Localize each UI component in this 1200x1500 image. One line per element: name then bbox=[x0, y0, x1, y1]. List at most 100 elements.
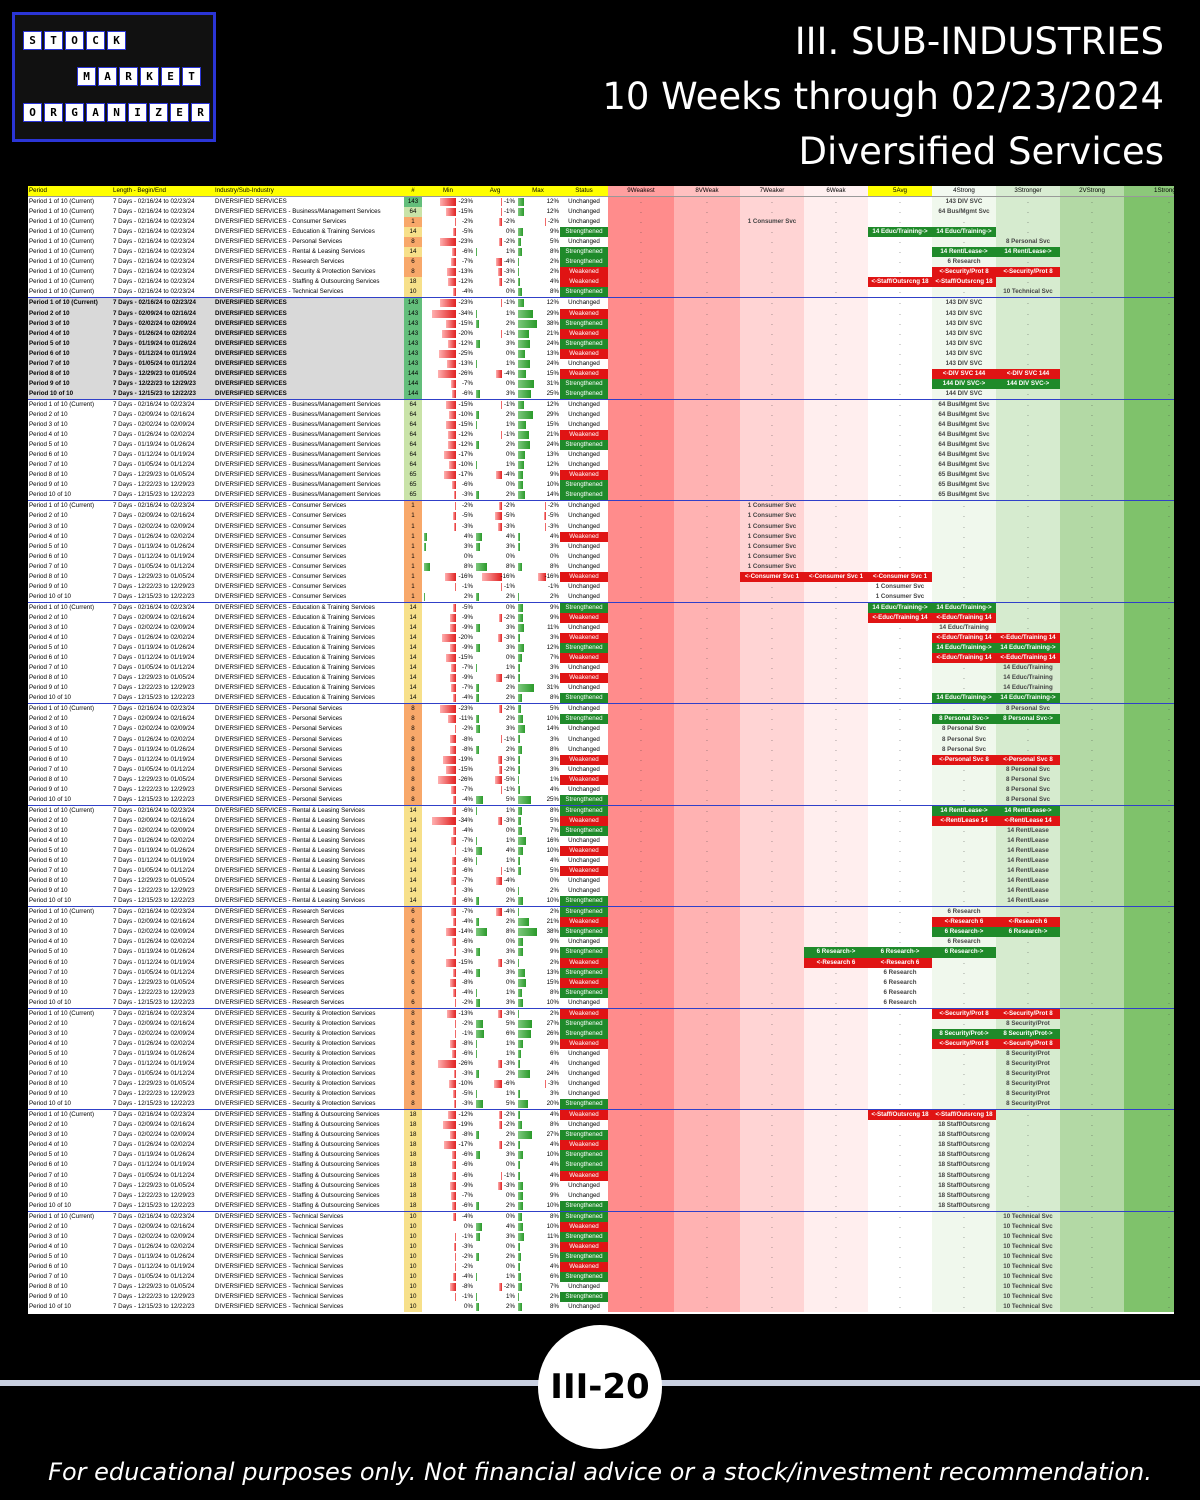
cell-bucket: . bbox=[1060, 1120, 1124, 1131]
cell-min: -2% bbox=[422, 217, 474, 227]
cell-bucket: . bbox=[674, 1200, 740, 1212]
bucket-label: 6 Research bbox=[883, 968, 917, 976]
header-bucket-8[interactable]: 8VWeak bbox=[674, 186, 740, 197]
cell-bucket: . bbox=[1124, 1170, 1174, 1181]
bucket-label: 144 DIV SVC-> bbox=[1006, 379, 1050, 387]
positive-bar bbox=[518, 1100, 528, 1109]
cell-min: -11% bbox=[422, 714, 474, 724]
cell-min: -20% bbox=[422, 329, 474, 339]
cell-bucket: . bbox=[996, 947, 1060, 958]
cell-industry: DIVERSIFIED SERVICES - Education & Train… bbox=[215, 623, 375, 631]
cell-bucket: . bbox=[1124, 784, 1174, 795]
positive-bar bbox=[518, 339, 530, 348]
cell-period: Period 6 of 10 bbox=[29, 958, 68, 966]
bucket-label: 8 Security/Prot bbox=[1006, 1090, 1050, 1098]
cell-value: 7% bbox=[550, 654, 559, 662]
cell-avg: -2% bbox=[474, 765, 516, 775]
header-bucket-4[interactable]: 4Strong bbox=[932, 186, 996, 197]
cell-bucket: . bbox=[1060, 521, 1124, 532]
header-count[interactable]: # bbox=[404, 186, 422, 197]
cell-value: 3% bbox=[506, 725, 515, 733]
table-row: Period 4 of 10 7 Days - 01/26/24 to 02/02… bbox=[28, 1038, 1174, 1049]
bucket-label: 8 Personal Svc bbox=[941, 745, 987, 753]
cell-bucket: . bbox=[608, 571, 674, 582]
positive-bar bbox=[424, 592, 426, 601]
cell-bucket: . bbox=[740, 430, 804, 441]
header-bucket-5[interactable]: 5Avg bbox=[868, 186, 932, 197]
header-industry[interactable]: Industry/Sub-Industry bbox=[214, 186, 404, 197]
cell-value: -9% bbox=[461, 623, 473, 631]
cell-avg: -2% bbox=[474, 1140, 516, 1150]
cell-bucket: . bbox=[804, 784, 868, 795]
cell-status: Unchanged bbox=[560, 541, 608, 552]
cell-status: Weakened bbox=[560, 1109, 608, 1121]
negative-bar bbox=[445, 421, 456, 430]
cell-length: 7 Days - 12/22/23 to 12/29/23 bbox=[113, 988, 195, 996]
cell-bucket: . bbox=[1124, 906, 1174, 918]
cell-bucket: . bbox=[1124, 835, 1174, 846]
cell-bucket: . bbox=[868, 358, 932, 369]
cell-value: 11% bbox=[547, 623, 559, 631]
cell-bucket: . bbox=[740, 490, 804, 501]
cell-bucket: . bbox=[674, 420, 740, 431]
cell-min: -7% bbox=[422, 683, 474, 693]
bucket-label: 8 Security/Prot bbox=[1006, 1080, 1050, 1088]
header-bucket-3[interactable]: 3Stronger bbox=[996, 186, 1060, 197]
header-avg[interactable]: Avg bbox=[474, 186, 516, 197]
cell-status: Strengthened bbox=[560, 714, 608, 725]
cell-bucket: . bbox=[674, 917, 740, 928]
cell-value: 0% bbox=[464, 1222, 473, 1230]
positive-bar bbox=[476, 644, 481, 653]
cell-period: Period 8 of 10 bbox=[29, 1080, 68, 1088]
cell-length: 7 Days - 02/09/24 to 02/16/24 bbox=[113, 1222, 195, 1230]
cell-count: 6 bbox=[404, 997, 422, 1009]
cell-max: 2% bbox=[516, 257, 560, 267]
cell-bucket: . bbox=[868, 1180, 932, 1191]
cell-count: 6 bbox=[404, 947, 422, 958]
cell-bucket: 8 Security/Prot bbox=[996, 1048, 1060, 1059]
header-max[interactable]: Max bbox=[516, 186, 560, 197]
cell-bucket: . bbox=[868, 1038, 932, 1049]
cell-min: -13% bbox=[422, 359, 474, 369]
header-bucket-9[interactable]: 9Weakest bbox=[608, 186, 674, 197]
cell-value: -10% bbox=[458, 1080, 473, 1088]
table-row: Period 7 of 10 7 Days - 01/05/24 to 01/12… bbox=[28, 460, 1174, 471]
header-bucket-6[interactable]: 6Weak bbox=[804, 186, 868, 197]
cell-length: 7 Days - 01/05/24 to 01/12/24 bbox=[112, 358, 214, 369]
header-bucket-1[interactable]: 1Strongest bbox=[1124, 186, 1174, 197]
cell-period: Period 6 of 10 bbox=[29, 755, 68, 763]
cell-period: Period 2 of 10 bbox=[29, 1222, 68, 1230]
cell-bucket: . bbox=[932, 886, 996, 897]
cell-period: Period 9 of 10 bbox=[29, 988, 68, 996]
negative-bar bbox=[495, 775, 502, 784]
header-min[interactable]: Min bbox=[422, 186, 474, 197]
negative-bar bbox=[444, 572, 456, 581]
cell-count: 14 bbox=[404, 886, 422, 897]
cell-bucket: . bbox=[1060, 277, 1124, 288]
cell-avg: -3% bbox=[474, 816, 516, 826]
cell-length: 7 Days - 01/19/24 to 01/26/24 bbox=[113, 745, 195, 753]
header-length[interactable]: Length - Begin/End bbox=[112, 186, 214, 197]
cell-bucket: . bbox=[868, 1058, 932, 1070]
cell-value: -8% bbox=[461, 1283, 473, 1291]
cell-avg: -2% bbox=[474, 217, 516, 227]
cell-status: Weakened bbox=[560, 754, 608, 765]
cell-length: 7 Days - 01/19/24 to 01/26/24 bbox=[113, 441, 195, 449]
cell-bucket: . bbox=[804, 866, 868, 877]
cell-bucket: . bbox=[740, 420, 804, 431]
cell-avg: 1% bbox=[474, 460, 516, 470]
cell-max: 5% bbox=[516, 816, 560, 826]
header-bucket-7[interactable]: 7Weaker bbox=[740, 186, 804, 197]
header-period[interactable]: Period bbox=[28, 186, 112, 197]
cell-bucket: . bbox=[608, 398, 674, 410]
header-bucket-2[interactable]: 2VStrong bbox=[1060, 186, 1124, 197]
header-status[interactable]: Status bbox=[560, 186, 608, 197]
bucket-label: <-Consumer Svc 1 bbox=[808, 572, 864, 580]
cell-bucket: . bbox=[674, 997, 740, 1009]
cell-bucket: <-Rent/Lease 14 bbox=[932, 815, 996, 826]
cell-industry: DIVERSIFIED SERVICES - Research Services bbox=[215, 968, 345, 976]
cell-period: Period 6 of 10 bbox=[29, 451, 68, 459]
cell-bucket: . bbox=[996, 348, 1060, 359]
cell-bucket: . bbox=[868, 1221, 932, 1232]
cell-bucket: <-Security/Prot 8 bbox=[932, 1007, 996, 1019]
